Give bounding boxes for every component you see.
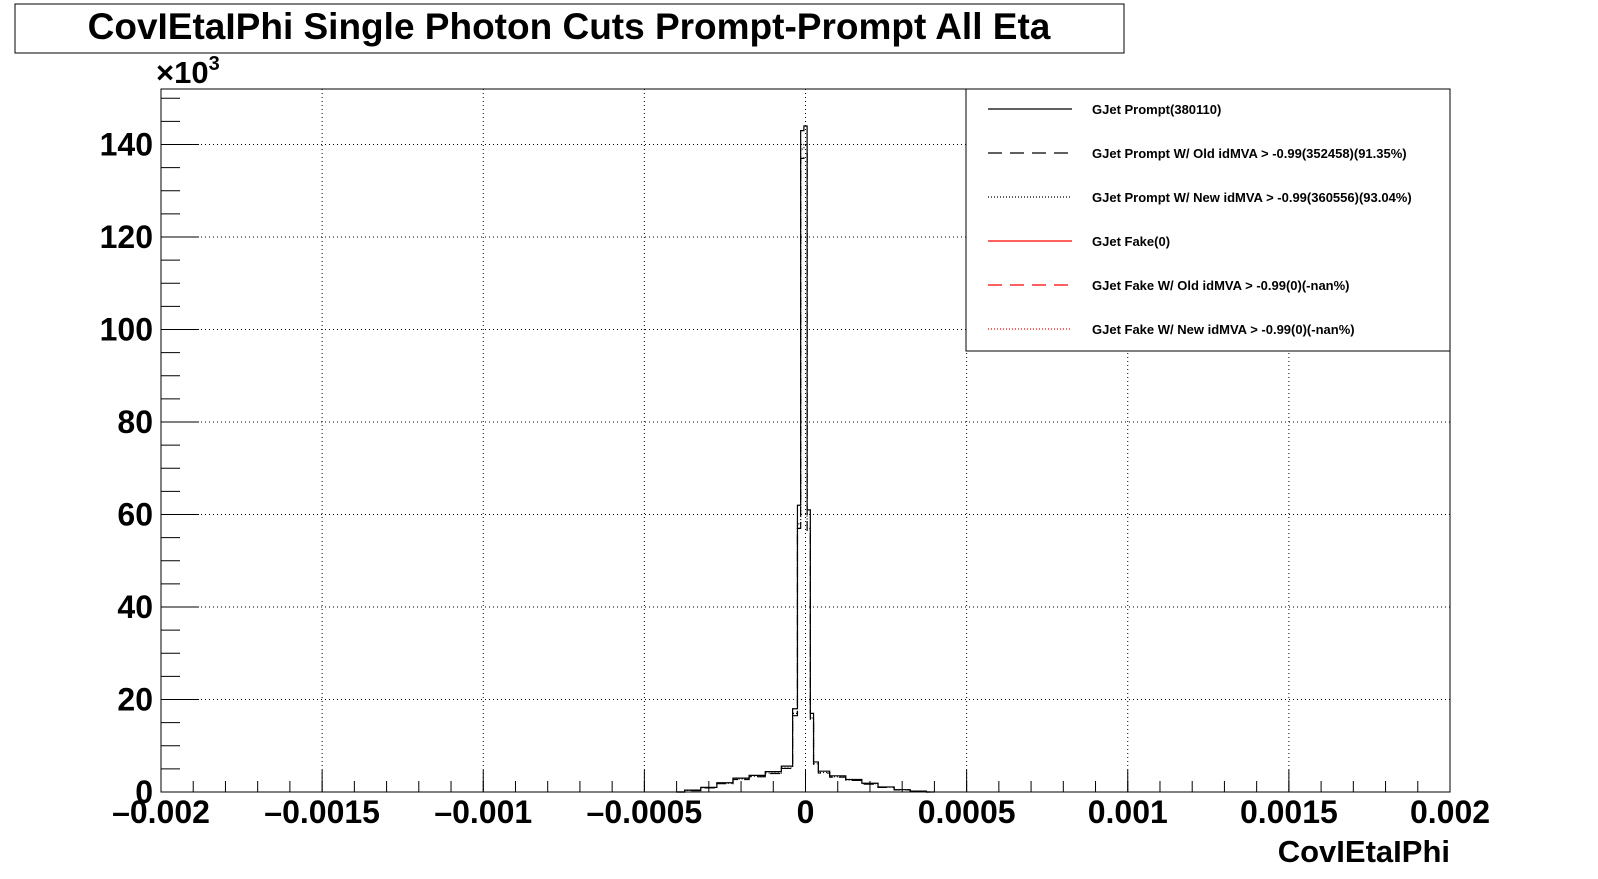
y-tick-label: 80 [117,404,153,440]
legend-label-3: GJet Prompt W/ New idMVA > -0.99(360556)… [1092,190,1412,205]
legend-entries: GJet Prompt(380110) GJet Prompt W/ Old id… [988,102,1412,337]
axis-layer: –0.002 –0.0015 –0.001 –0.0005 0 0.0005 0.001 0.… [100,97,1490,830]
y-tick-label: 100 [100,312,153,348]
legend-label-6: GJet Fake W/ New idMVA > -0.99(0)(-nan%) [1092,322,1355,337]
y-multiplier-times: × [156,55,174,90]
y-multiplier-exp: 3 [209,53,220,75]
x-tick-label: –0.002 [112,794,210,830]
y-tick-label: 60 [117,497,153,533]
legend-box [965,88,1451,352]
y-tick-label: 120 [100,219,153,255]
legend-label-4: GJet Fake(0) [1092,234,1170,249]
x-tick-label: 0.0015 [1240,794,1338,830]
y-tick-label: 40 [117,589,153,625]
legend-label-5: GJet Fake W/ Old idMVA > -0.99(0)(-nan%) [1092,278,1350,293]
x-tick-label: 0.002 [1410,794,1490,830]
chart-title: CovIEtaIPhi Single Photon Cuts Prompt-Pr… [88,6,1051,47]
y-tick-label: 140 [100,127,153,163]
y-tick-label: 20 [117,682,153,718]
x-tick-label: 0 [797,794,815,830]
x-tick-label: 0.001 [1088,794,1168,830]
legend-label-2: GJet Prompt W/ Old idMVA > -0.99(352458)… [1092,146,1407,161]
title-box [14,3,1125,54]
x-tick-label: –0.0005 [587,794,703,830]
legend-label-1: GJet Prompt(380110) [1092,102,1221,117]
x-tick-label: –0.0015 [264,794,380,830]
x-axis-title: CovIEtaIPhi [1278,834,1450,869]
legend: GJet Prompt(380110) GJet Prompt W/ Old id… [965,88,1451,352]
y-tick-label: 0 [135,774,153,810]
series-layer [676,125,935,793]
x-tick-label: 0.0005 [918,794,1016,830]
y-multiplier: ×103 [156,53,220,90]
x-tick-label: –0.001 [434,794,532,830]
grid-layer [161,89,1450,792]
series-line-3 [676,143,935,793]
y-multiplier-base: 10 [174,55,208,90]
